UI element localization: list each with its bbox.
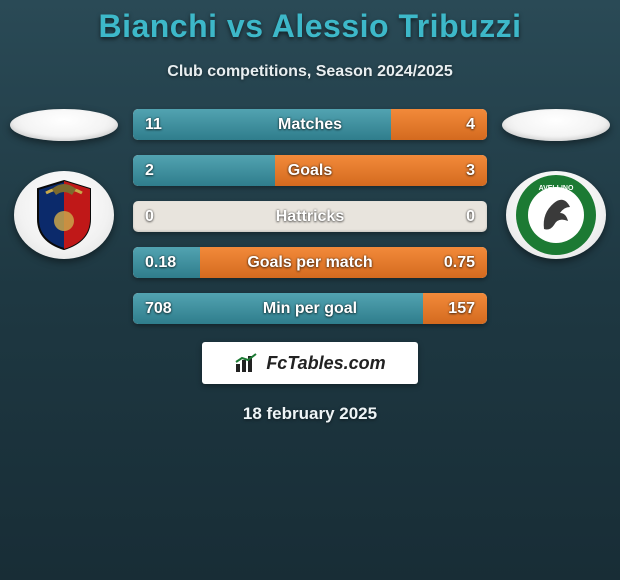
casertana-crest-icon: [34, 179, 94, 251]
subtitle: Club competitions, Season 2024/2025: [0, 63, 620, 81]
stats-column: 114Matches 23Goals 00Hattricks 0.180.75Goal…: [133, 109, 487, 324]
date-text: 18 february 2025: [0, 404, 620, 424]
comparison-card: Bianchi vs Alessio Tribuzzi Club competi…: [0, 0, 620, 424]
left-club-badge: [14, 171, 114, 259]
stat-label: Matches: [133, 109, 487, 140]
stat-label: Min per goal: [133, 293, 487, 324]
left-player-placeholder: [10, 109, 118, 141]
svg-text:AVELLINO: AVELLINO: [539, 185, 574, 192]
page-title: Bianchi vs Alessio Tribuzzi: [0, 8, 620, 45]
right-club-badge: AVELLINO: [506, 171, 606, 259]
stat-row: 0.180.75Goals per match: [133, 247, 487, 278]
stat-row: 23Goals: [133, 155, 487, 186]
right-player-column: AVELLINO: [496, 109, 616, 259]
stat-label: Goals: [133, 155, 487, 186]
right-player-placeholder: [502, 109, 610, 141]
chart-icon: [234, 352, 260, 374]
main-row: 114Matches 23Goals 00Hattricks 0.180.75Goal…: [0, 109, 620, 324]
source-logo: FcTables.com: [202, 342, 418, 384]
stat-row: 00Hattricks: [133, 201, 487, 232]
stat-label: Hattricks: [133, 201, 487, 232]
stat-row: 114Matches: [133, 109, 487, 140]
stat-label: Goals per match: [133, 247, 487, 278]
source-logo-text: FcTables.com: [266, 353, 385, 374]
left-player-column: [4, 109, 124, 259]
avellino-crest-icon: AVELLINO: [514, 173, 598, 257]
stat-row: 708157Min per goal: [133, 293, 487, 324]
